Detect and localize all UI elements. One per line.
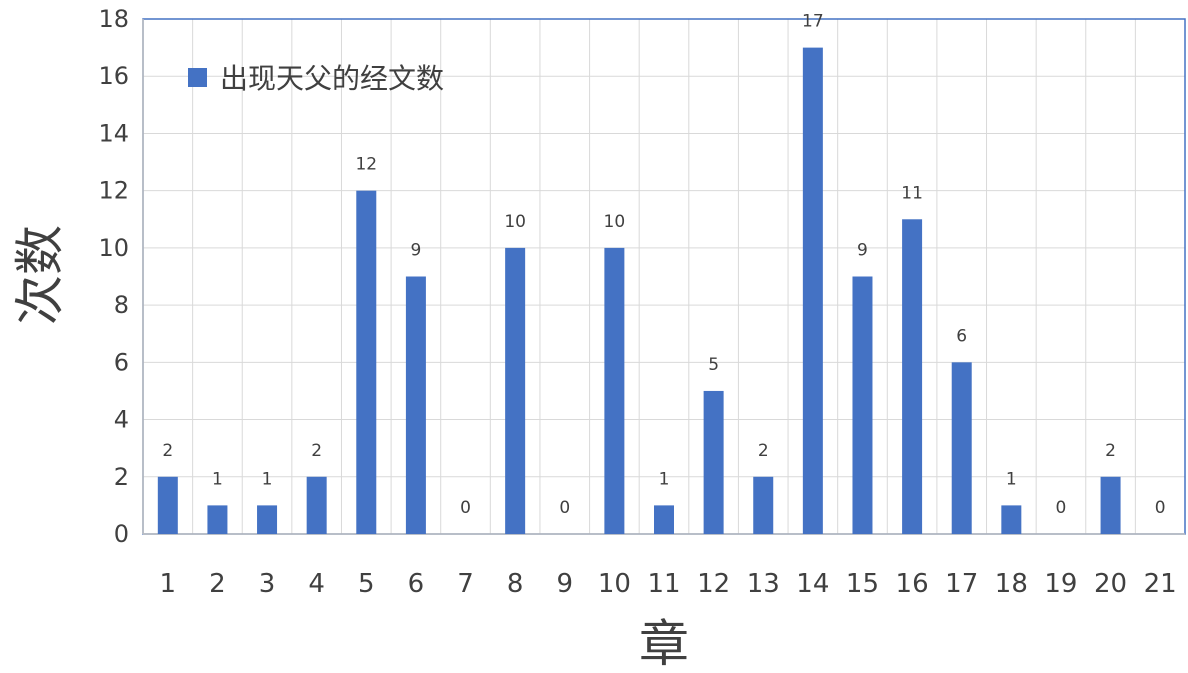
bar-chapter-1 xyxy=(157,476,178,534)
x-tick-label: 4 xyxy=(308,569,325,599)
x-tick-label: 13 xyxy=(747,569,780,599)
bar-chapter-18 xyxy=(1001,505,1022,534)
y-axis-title: 次数 xyxy=(11,225,69,325)
y-tick-label: 18 xyxy=(98,5,129,33)
y-tick-label: 0 xyxy=(114,520,129,548)
y-tick-label: 14 xyxy=(98,119,129,147)
y-axis-tick-labels: 0 2 4 6 8 10 12 14 16 18 xyxy=(98,5,129,548)
x-tick-label: 1 xyxy=(160,569,177,599)
data-label: 1 xyxy=(659,469,670,489)
bar-chapter-8 xyxy=(505,247,526,534)
bar-chapter-16 xyxy=(902,219,923,534)
x-tick-label: 12 xyxy=(697,569,730,599)
x-tick-label: 15 xyxy=(846,569,879,599)
gridlines xyxy=(143,19,1185,534)
data-label: 12 xyxy=(355,155,377,175)
bar-chapter-15 xyxy=(852,276,873,534)
bar-chapter-17 xyxy=(951,362,972,534)
data-label: 11 xyxy=(901,183,923,203)
data-label: 0 xyxy=(1155,498,1166,518)
x-tick-label: 9 xyxy=(556,569,573,599)
bar-chapter-2 xyxy=(207,505,228,534)
data-label: 10 xyxy=(504,212,526,232)
bar-chapter-13 xyxy=(753,476,774,534)
data-label: 9 xyxy=(410,241,421,261)
data-label: 2 xyxy=(758,441,769,461)
x-tick-label: 3 xyxy=(259,569,276,599)
y-tick-label: 4 xyxy=(114,406,129,434)
bar-chapter-11 xyxy=(654,505,674,534)
data-label: 6 xyxy=(956,326,967,346)
y-tick-label: 2 xyxy=(114,463,129,491)
x-tick-label: 11 xyxy=(647,569,680,599)
x-tick-label: 17 xyxy=(945,569,978,599)
data-label: 2 xyxy=(311,441,322,461)
y-tick-label: 8 xyxy=(114,291,129,319)
data-label: 0 xyxy=(559,498,570,518)
bar-chapter-10 xyxy=(604,247,625,534)
data-label: 1 xyxy=(1006,469,1017,489)
x-tick-label: 6 xyxy=(408,569,425,599)
x-tick-label: 14 xyxy=(796,569,829,599)
x-tick-label: 8 xyxy=(507,569,524,599)
legend: 出现天父的经文数 xyxy=(188,62,444,95)
y-tick-label: 16 xyxy=(98,62,129,90)
data-label: 1 xyxy=(212,469,223,489)
data-label: 2 xyxy=(1105,441,1116,461)
data-label: 0 xyxy=(1056,498,1067,518)
bars xyxy=(157,47,1121,534)
y-tick-label: 10 xyxy=(98,234,129,262)
y-tick-label: 6 xyxy=(114,348,129,376)
x-tick-label: 20 xyxy=(1094,569,1127,599)
bar-chapter-4 xyxy=(306,476,327,534)
x-tick-label: 19 xyxy=(1044,569,1077,599)
bar-chapter-3 xyxy=(257,505,278,534)
legend-label: 出现天父的经文数 xyxy=(220,62,444,95)
data-label: 2 xyxy=(162,441,173,461)
x-tick-label: 7 xyxy=(457,569,474,599)
plot-area-frame xyxy=(142,18,1186,535)
data-label: 0 xyxy=(460,498,471,518)
data-label: 10 xyxy=(604,212,626,232)
x-tick-label: 2 xyxy=(209,569,226,599)
x-axis-title: 章 xyxy=(639,615,689,673)
data-label: 1 xyxy=(262,469,273,489)
x-tick-label: 21 xyxy=(1144,569,1177,599)
bar-chapter-12 xyxy=(703,390,724,534)
x-tick-label: 5 xyxy=(358,569,375,599)
bar-chapter-5 xyxy=(356,190,377,534)
data-label: 17 xyxy=(802,12,824,32)
x-tick-label: 16 xyxy=(896,569,929,599)
bar-chapter-20 xyxy=(1100,476,1121,534)
x-tick-label: 18 xyxy=(995,569,1028,599)
y-tick-label: 12 xyxy=(98,177,129,205)
data-label: 9 xyxy=(857,241,868,261)
x-axis-tick-labels: 1 2 3 4 5 6 7 8 9 10 11 12 13 14 15 16 17 18 19 20 21 xyxy=(160,569,1177,599)
bar-chapter-6 xyxy=(405,276,426,534)
data-label: 5 xyxy=(708,355,719,375)
x-tick-label: 10 xyxy=(598,569,631,599)
legend-swatch xyxy=(188,68,207,87)
bar-chapter-14 xyxy=(802,47,823,534)
